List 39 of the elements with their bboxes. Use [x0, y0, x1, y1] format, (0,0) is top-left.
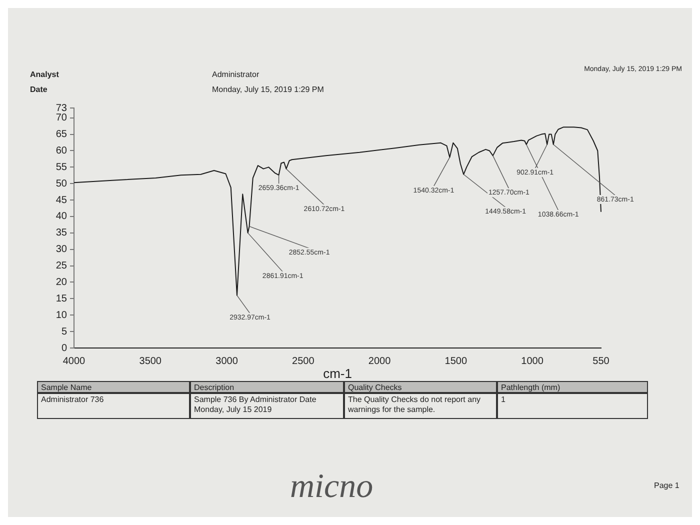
y-tick-label: 65: [56, 129, 68, 140]
y-tick-label: 50: [56, 178, 68, 190]
y-tick-label: 70: [56, 112, 68, 124]
x-tick-label: 1500: [444, 356, 468, 367]
text: Monday, July 15, 2019 1:29 PM: [212, 85, 324, 94]
x-tick-label: 4000: [62, 356, 86, 367]
y-tick-label: 10: [56, 310, 68, 321]
text: The Quality Checks do not report any warnings for the sample.: [344, 393, 497, 419]
x-axis-title: cm-1: [323, 366, 352, 381]
y-tick-label: 35: [56, 228, 68, 239]
x-tick-label: 2500: [292, 356, 315, 367]
text: Administrator: [212, 70, 260, 79]
text: Page 1: [654, 481, 680, 490]
y-tick-label: 20: [56, 276, 68, 288]
text: Quality Checks: [344, 381, 497, 393]
y-tick-label: 30: [56, 244, 68, 256]
x-tick-label: 1000: [521, 356, 544, 367]
y-tick-label: 25: [56, 260, 68, 272]
text: 1: [497, 393, 648, 419]
text: Administrator 736: [37, 393, 190, 419]
y-tick-label: 73: [56, 102, 68, 114]
x-tick-label: 550: [592, 356, 610, 367]
y-tick-label: 55: [56, 162, 68, 173]
x-tick-label: 2000: [368, 356, 392, 367]
y-tick-label: 40: [56, 211, 68, 222]
text: Description: [190, 381, 344, 393]
text: micno: [290, 468, 374, 506]
y-tick-label: 5: [61, 326, 68, 338]
text: Sample Name: [37, 381, 190, 393]
text: Sample 736 By Administrator Date Monday, July 15 2019: [190, 393, 344, 419]
y-tick-label: 0: [61, 342, 68, 354]
text: Analyst: [30, 70, 59, 79]
y-tick-label: 15: [56, 293, 68, 304]
x-tick-label: 3500: [139, 356, 162, 367]
y-tick-label: 60: [56, 145, 68, 156]
text: Date: [30, 85, 48, 94]
text: Pathlength (mm): [497, 381, 648, 393]
x-tick-label: 3000: [216, 356, 238, 367]
y-tick-label: 45: [56, 194, 68, 206]
